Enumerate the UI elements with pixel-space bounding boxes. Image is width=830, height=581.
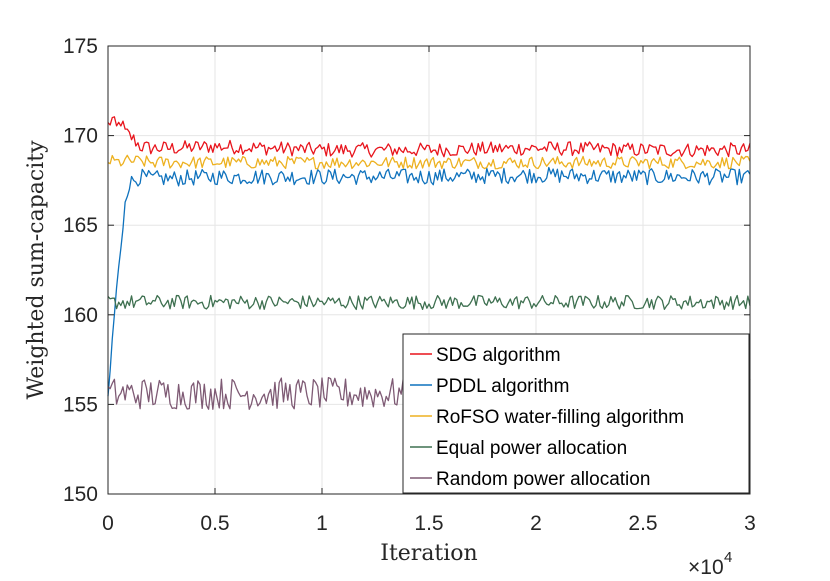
y-tick-label: 150	[63, 483, 98, 506]
x-tick-label: 1.5	[414, 512, 443, 535]
x-multiplier: ×10 4	[688, 549, 732, 579]
series-line-2	[107, 154, 751, 170]
legend-entry-4: Random power allocation	[436, 469, 650, 490]
legend-entry-3: Equal power allocation	[436, 438, 627, 459]
axis-ticks	[107, 45, 751, 495]
series-line-0	[107, 116, 751, 158]
x-multiplier-base: ×10	[688, 556, 724, 579]
y-tick-label: 155	[63, 393, 98, 416]
y-tick-label: 160	[63, 304, 98, 327]
legend-box	[402, 333, 750, 494]
x-multiplier-exponent: 4	[724, 549, 732, 566]
x-tick-label: 2.5	[628, 512, 657, 535]
y-axis-label: Weighted sum-capacity	[24, 140, 49, 400]
y-tick-label: 170	[63, 125, 98, 148]
x-tick-label: 0	[102, 512, 114, 535]
legend-entry-2: RoFSO water-filling algorithm	[436, 407, 684, 428]
legend: SDG algorithm PDDL algorithm RoFSO water-f…	[402, 333, 750, 494]
legend-entry-1: PDDL algorithm	[436, 376, 569, 397]
legend-entry-0: SDG algorithm	[436, 345, 561, 366]
y-tick-label: 165	[63, 214, 98, 237]
y-tick-label: 175	[63, 35, 98, 58]
series-line-1	[107, 166, 751, 397]
x-tick-label: 3	[744, 512, 756, 535]
y-tick-labels: 150 155 160 165 170 175	[63, 35, 98, 506]
x-tick-label: 2	[530, 512, 542, 535]
x-tick-label: 1	[316, 512, 328, 535]
x-axis-label: Iteration	[380, 541, 477, 566]
x-tick-labels: 0 0.5 1 1.5 2 2.5 3	[102, 512, 756, 535]
x-tick-label: 0.5	[200, 512, 229, 535]
series-line-3	[107, 294, 751, 311]
